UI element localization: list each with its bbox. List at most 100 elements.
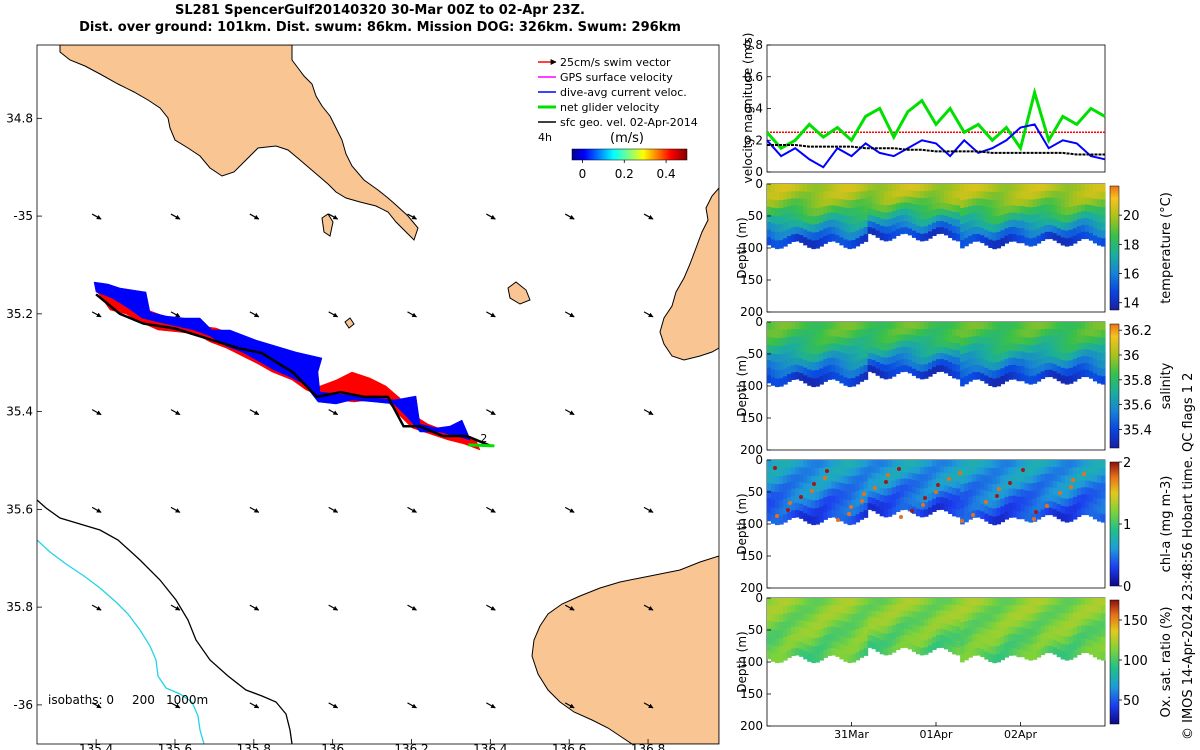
chlorophyll-cell: [1004, 467, 1009, 476]
salinity-cell: [1072, 351, 1078, 360]
chlorophyll-cell: [968, 489, 973, 498]
temperature-cell: [1040, 219, 1046, 227]
chlorophyll-cell: [775, 508, 780, 517]
salinity-cell: [932, 341, 937, 349]
salinity-cell: [771, 329, 776, 339]
salinity-cell: [972, 336, 977, 344]
temperature-cell: [871, 190, 877, 198]
salinity-cell: [940, 334, 945, 342]
oxygen-cell: [923, 598, 929, 606]
salinity-cell: [1084, 356, 1090, 364]
temperature-cell: [976, 205, 981, 213]
temperature-cell: [839, 229, 844, 238]
temperature-cell: [944, 184, 949, 191]
oxygen-cell: [819, 644, 824, 653]
geo-velocity-arrow: [91, 409, 102, 416]
chlorophyll-cell: [952, 508, 957, 517]
chlorophyll-cell: [940, 478, 945, 486]
oxygen-cell: [1044, 639, 1050, 647]
oxygen-cell: [1052, 640, 1058, 648]
temperature-cell: [1068, 229, 1074, 239]
oxygen-cell: [899, 622, 905, 630]
temperature-cell: [1028, 230, 1034, 239]
oxygen-cell: [1060, 651, 1066, 660]
oxygen-cell: [1024, 620, 1030, 629]
oxygen-cell: [944, 629, 949, 637]
salinity-cell: [867, 340, 873, 348]
salinity-cell: [1020, 344, 1026, 352]
salinity-cell: [980, 322, 985, 330]
temperature-cell: [823, 191, 828, 200]
temperature-cell: [835, 220, 840, 229]
chlorophyll-cell: [1072, 489, 1078, 498]
oxygen-cell: [795, 598, 800, 606]
chlorophyll-cell: [823, 512, 828, 520]
chlorophyll-cell: [944, 491, 949, 499]
salinity-cell: [1097, 352, 1102, 361]
oxygen-cell: [956, 626, 961, 635]
geo-velocity-arrow: [170, 506, 181, 513]
temperature-cell: [907, 203, 913, 210]
chlorophyll-cell: [827, 488, 832, 497]
oxygen-cell: [895, 617, 901, 625]
oxygen-cell: [1012, 598, 1018, 606]
temperature-cell: [1024, 214, 1030, 223]
chlorophyll-cell: [851, 492, 857, 501]
temperature-cell: [948, 204, 953, 212]
salinity-cell: [1084, 362, 1090, 371]
temperature-colorbar-tick-label: 14: [1123, 297, 1140, 312]
temperature-cell: [899, 221, 905, 228]
chlorophyll-cell: [867, 466, 873, 473]
chlorophyll-cell: [976, 460, 981, 468]
chlorophyll-cell: [1032, 467, 1038, 476]
salinity-cell: [903, 359, 909, 366]
temperature-cell: [903, 190, 909, 197]
temperature-cell: [1092, 206, 1098, 214]
oxygen-cell: [932, 643, 937, 650]
salinity-cell: [895, 354, 901, 362]
chlorophyll-cell: [875, 506, 881, 514]
salinity-cell: [1004, 336, 1009, 345]
salinity-cell: [839, 344, 844, 353]
salinity-cell: [992, 378, 997, 388]
chlorophyll-cell: [799, 467, 804, 476]
chlorophyll-cell: [1004, 474, 1009, 483]
chlorophyll-cell: [911, 486, 917, 494]
salinity-cell: [1060, 360, 1066, 369]
salinity-cell: [819, 353, 824, 362]
oxygen-cell: [807, 613, 812, 623]
salinity-cell: [1097, 322, 1102, 331]
oxygen-y-tick-label: 200: [740, 719, 763, 733]
temperature-cell: [992, 240, 997, 250]
salinity-cell: [968, 359, 973, 367]
temperature-cell: [1080, 204, 1086, 212]
temperature-cell: [795, 198, 800, 206]
oxygen-cell: [1072, 620, 1078, 628]
chlorophyll-cell: [827, 460, 832, 468]
salinity-cell: [992, 370, 997, 380]
oxygen-cell: [928, 598, 933, 606]
oxygen-cell: [883, 640, 889, 649]
chlorophyll-cell: [1016, 511, 1022, 520]
map-frame: [36, 44, 720, 745]
oxygen-cell: [767, 651, 772, 660]
temperature-cell: [867, 208, 873, 216]
chlorophyll-cell: [1004, 460, 1009, 468]
chlorophyll-cell: [1080, 507, 1086, 516]
salinity-cell: [1056, 322, 1062, 330]
temperature-cell: [859, 198, 865, 207]
chlorophyll-cell: [895, 479, 901, 487]
oxygen-cell: [960, 638, 965, 647]
salinity-y-tick-label: 50: [748, 347, 763, 361]
temperature-cell: [984, 206, 989, 215]
chlorophyll-cell: [811, 492, 816, 501]
chlorophyll-cell: [871, 460, 877, 467]
oxygen-cell: [891, 604, 897, 613]
chlorophyll-cell: [851, 476, 857, 485]
salinity-cell: [871, 334, 877, 342]
chlorophyll-cell: [915, 480, 921, 489]
oxygen-cell: [956, 640, 961, 649]
oxygen-cell: [835, 649, 840, 657]
temperature-cell: [891, 197, 897, 205]
temperature-cell: [1048, 211, 1054, 219]
